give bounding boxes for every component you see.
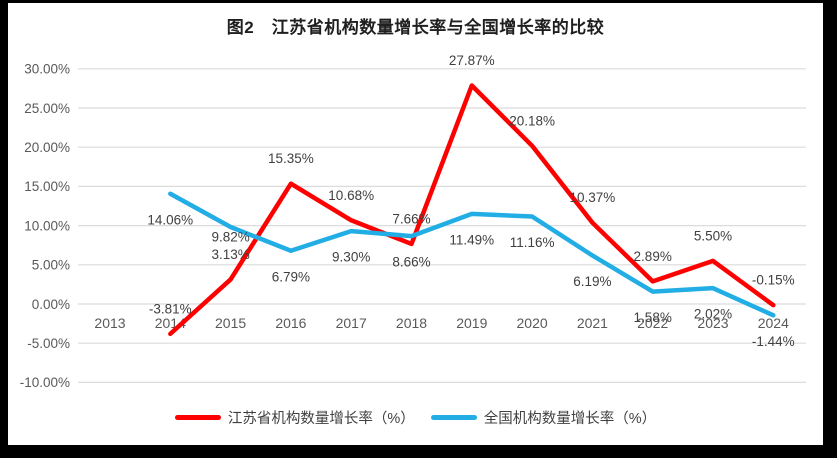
y-axis-tick-label: 15.00% — [24, 179, 70, 194]
y-axis-tick-label: 20.00% — [24, 140, 70, 155]
data-label-jiangsu: 10.68% — [328, 188, 374, 203]
y-axis-tick-label: 5.00% — [32, 258, 70, 273]
data-label-national: 9.30% — [332, 250, 370, 265]
legend-label-jiangsu: 江苏省机构数量增长率（%） — [227, 411, 415, 427]
x-axis-category-label: 2015 — [215, 315, 246, 331]
data-label-jiangsu: 27.87% — [449, 53, 495, 68]
data-label-jiangsu: 20.18% — [509, 113, 555, 128]
data-label-jiangsu: 2.89% — [634, 249, 672, 264]
x-axis-category-label: 2022 — [637, 315, 668, 331]
y-axis-tick-label: 25.00% — [24, 101, 70, 116]
data-label-national: 9.82% — [211, 230, 249, 245]
x-axis-category-label: 2013 — [94, 315, 125, 331]
x-axis-category-label: 2021 — [577, 315, 608, 331]
legend-line-swatch-national — [430, 415, 477, 420]
y-axis-tick-label: -5.00% — [27, 336, 70, 351]
x-axis-category-label: 2019 — [456, 315, 487, 331]
data-label-national: -1.44% — [752, 334, 795, 349]
x-axis-category-label: 2016 — [275, 315, 306, 331]
chart-title: 图2 江苏省机构数量增长率与全国增长率的比较 — [226, 18, 605, 37]
data-label-jiangsu: -0.15% — [752, 273, 795, 288]
x-axis-category-label: 2024 — [758, 315, 789, 331]
data-label-national: 2.02% — [694, 307, 732, 322]
x-axis-category-label: 2020 — [517, 315, 548, 331]
data-label-national: 1.58% — [634, 310, 672, 325]
chart-plot-area — [8, 3, 823, 445]
data-label-national: 6.19% — [573, 274, 611, 289]
legend-item-jiangsu: 江苏省机构数量增长率（%） — [174, 407, 415, 428]
data-label-jiangsu: 10.37% — [570, 190, 616, 205]
data-label-jiangsu: 5.50% — [694, 228, 732, 243]
chart-legend: 江苏省机构数量增长率（%） 全国机构数量增长率（%） — [8, 407, 823, 428]
y-axis-tick-label: 0.00% — [32, 297, 70, 312]
data-label-jiangsu: -3.81% — [149, 301, 192, 316]
data-label-national: 6.79% — [272, 269, 310, 284]
legend-line-swatch-jiangsu — [174, 415, 221, 420]
data-label-national: 11.16% — [510, 235, 555, 250]
data-label-jiangsu: 15.35% — [268, 151, 314, 166]
data-label-national: 11.49% — [449, 232, 494, 247]
legend-label-national: 全国机构数量增长率（%） — [483, 411, 657, 427]
series-line-jiangsu — [168, 83, 776, 337]
x-axis-category-label: 2023 — [697, 315, 728, 331]
y-axis-tick-label: 10.00% — [24, 218, 70, 233]
y-axis-tick-label: 30.00% — [24, 62, 70, 77]
legend-item-national: 全国机构数量增长率（%） — [430, 407, 657, 428]
y-axis-tick-label: -10.00% — [20, 375, 70, 390]
data-label-national: 14.06% — [147, 212, 193, 227]
x-axis-category-label: 2017 — [336, 315, 367, 331]
data-label-jiangsu: 7.66% — [392, 211, 430, 226]
data-label-national: 8.66% — [392, 255, 430, 270]
series-line-national — [168, 191, 776, 318]
data-label-jiangsu: 3.13% — [211, 247, 249, 262]
x-axis-category-label: 2018 — [396, 315, 427, 331]
